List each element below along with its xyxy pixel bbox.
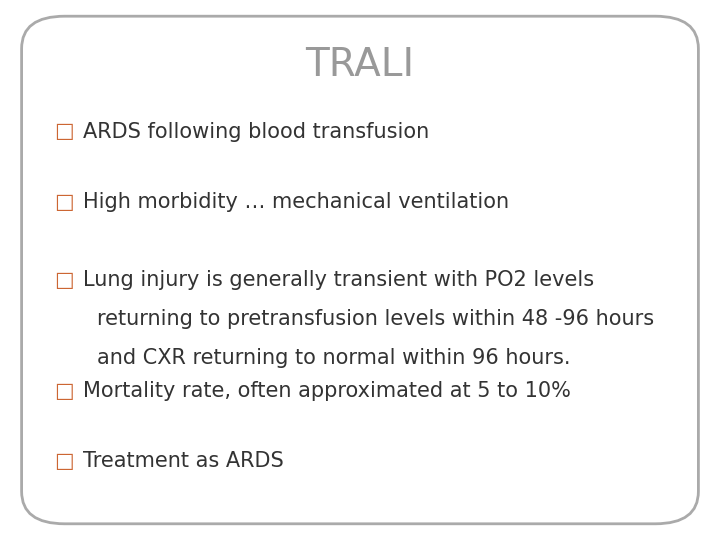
Text: □: □ [54, 381, 73, 401]
Text: □: □ [54, 192, 73, 212]
Text: TRALI: TRALI [305, 46, 415, 84]
Text: ARDS following blood transfusion: ARDS following blood transfusion [83, 122, 429, 141]
Text: Lung injury is generally transient with PO2 levels: Lung injury is generally transient with … [83, 270, 594, 290]
Text: □: □ [54, 270, 73, 290]
Text: Treatment as ARDS: Treatment as ARDS [83, 451, 284, 471]
Text: □: □ [54, 451, 73, 471]
FancyBboxPatch shape [22, 16, 698, 524]
Text: and CXR returning to normal within 96 hours.: and CXR returning to normal within 96 ho… [97, 348, 571, 368]
Text: Mortality rate, often approximated at 5 to 10%: Mortality rate, often approximated at 5 … [83, 381, 571, 401]
Text: □: □ [54, 122, 73, 141]
Text: High morbidity … mechanical ventilation: High morbidity … mechanical ventilation [83, 192, 509, 212]
Text: returning to pretransfusion levels within 48 -96 hours: returning to pretransfusion levels withi… [97, 309, 654, 329]
